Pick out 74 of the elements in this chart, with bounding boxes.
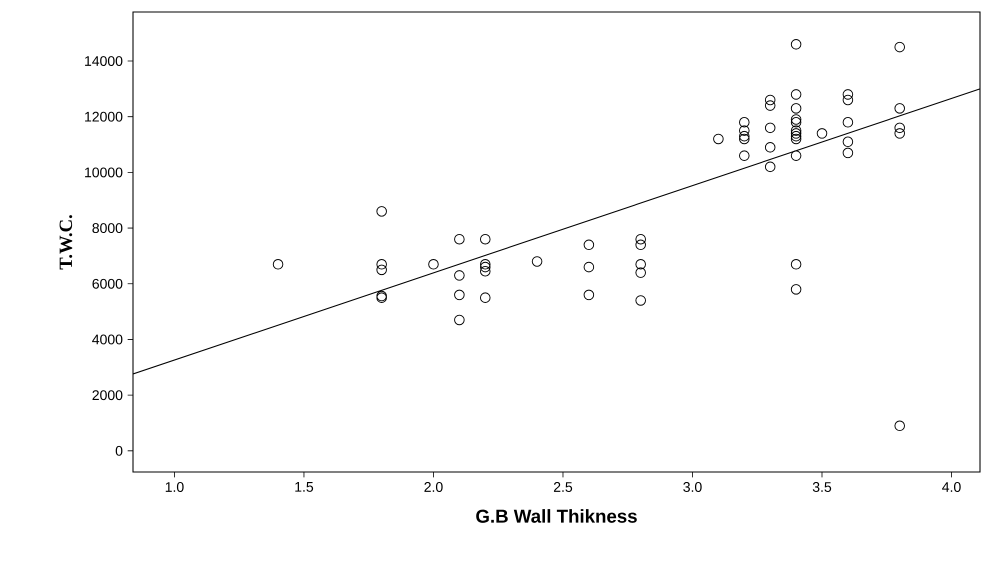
point xyxy=(454,270,465,281)
y-tick-label: 2000 xyxy=(92,390,122,400)
point xyxy=(790,114,802,125)
x-tick-label: 1.5 xyxy=(295,482,314,492)
point xyxy=(480,259,491,270)
point xyxy=(739,150,750,161)
point xyxy=(713,134,724,144)
point xyxy=(816,128,828,139)
x-tick-label: 1.0 xyxy=(166,482,184,492)
x-tick-label: 3.0 xyxy=(683,482,702,492)
x-tick-label: 3.5 xyxy=(812,482,832,492)
x-axis-title: G.B Wall Thikness xyxy=(476,509,637,523)
point xyxy=(894,122,905,134)
point xyxy=(376,264,387,276)
y-tick-label: 6000 xyxy=(92,278,122,289)
point xyxy=(790,89,802,100)
point xyxy=(480,292,491,303)
point xyxy=(790,259,802,270)
point xyxy=(790,117,802,128)
point xyxy=(376,259,387,270)
point xyxy=(894,42,905,52)
point xyxy=(764,142,776,153)
y-tick-label: 4000 xyxy=(92,334,122,344)
point xyxy=(894,420,905,432)
point xyxy=(764,122,776,134)
point xyxy=(894,128,905,139)
point xyxy=(739,134,750,144)
point xyxy=(842,89,854,100)
point xyxy=(790,128,802,139)
point xyxy=(532,256,542,267)
point xyxy=(739,130,750,142)
y-tick-label: 14000 xyxy=(85,56,122,66)
y-tick-label: 8000 xyxy=(92,223,122,234)
point xyxy=(790,130,802,142)
point xyxy=(376,206,387,217)
point xyxy=(790,134,802,144)
point xyxy=(480,262,491,272)
point xyxy=(584,262,594,272)
y-tick-label: 10000 xyxy=(85,167,122,178)
point xyxy=(894,103,905,114)
point xyxy=(428,259,439,270)
y-axis-title: T.W.C. xyxy=(60,215,72,270)
point xyxy=(764,162,776,172)
point xyxy=(842,136,854,148)
point xyxy=(764,94,776,106)
point xyxy=(635,240,646,250)
point xyxy=(584,290,594,300)
point xyxy=(790,284,802,295)
point xyxy=(842,117,854,128)
x-tick-label: 2.5 xyxy=(554,482,572,492)
point xyxy=(842,94,854,106)
point xyxy=(764,100,776,111)
y-tick-label: 12000 xyxy=(85,112,122,122)
point xyxy=(454,290,465,300)
point xyxy=(272,259,284,270)
point xyxy=(739,125,750,136)
point xyxy=(635,295,646,306)
point xyxy=(635,259,646,270)
point xyxy=(842,148,854,158)
point xyxy=(739,117,750,128)
point xyxy=(790,150,802,161)
point xyxy=(454,234,465,244)
point xyxy=(790,125,802,136)
point xyxy=(480,234,491,244)
point xyxy=(454,314,465,326)
point xyxy=(790,39,802,50)
point xyxy=(635,234,646,244)
point xyxy=(480,266,491,277)
point xyxy=(790,103,802,114)
point xyxy=(584,240,594,250)
point xyxy=(635,267,646,278)
y-tick-label: 0 xyxy=(116,446,122,456)
x-tick-label: 2.0 xyxy=(424,482,443,492)
x-tick-label: 4.0 xyxy=(942,482,961,492)
